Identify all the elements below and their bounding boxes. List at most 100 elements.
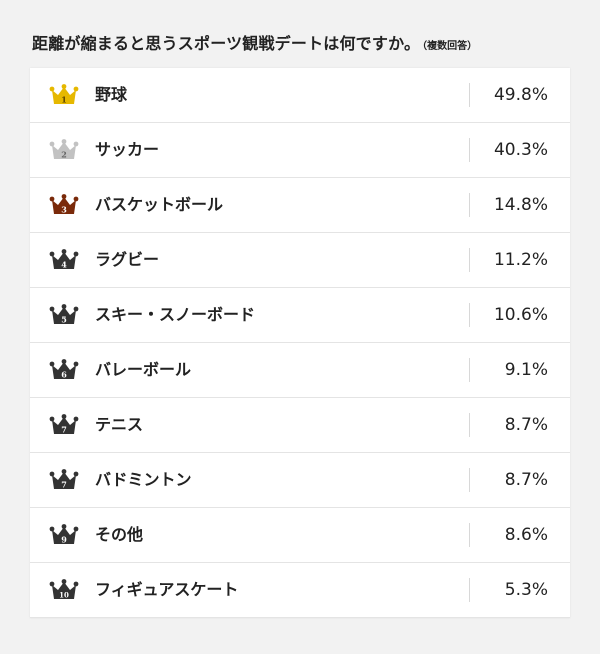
column-divider bbox=[469, 578, 470, 602]
category-label: バドミントン bbox=[95, 470, 192, 489]
column-divider bbox=[469, 358, 470, 382]
percentage-value: 11.2% bbox=[493, 250, 548, 270]
crown-shape bbox=[52, 307, 76, 324]
crown-shape bbox=[52, 417, 76, 434]
percentage-value: 5.3% bbox=[504, 580, 548, 600]
crown-jewel bbox=[61, 139, 67, 144]
crown-icon: 7 bbox=[49, 414, 79, 435]
crown-shape bbox=[52, 472, 76, 489]
crown-jewel bbox=[61, 414, 67, 419]
rank-number: 6 bbox=[61, 370, 67, 380]
percentage-value: 8.7% bbox=[504, 470, 548, 490]
percentage-value: 10.6% bbox=[493, 305, 548, 325]
table-row: 5 スキー・スノーボード 10.6% bbox=[30, 288, 570, 343]
multiple-answer-note: （複数回答） bbox=[422, 41, 478, 52]
column-divider bbox=[469, 468, 470, 492]
crown-shape bbox=[52, 197, 76, 214]
category-label: フィギュアスケート bbox=[95, 580, 239, 599]
table-row: 3 バスケットボール 14.8% bbox=[30, 178, 570, 233]
crown-icon: 6 bbox=[49, 359, 79, 380]
crown-shape bbox=[52, 582, 76, 599]
column-divider bbox=[469, 83, 470, 107]
crown-jewel bbox=[61, 249, 67, 254]
column-divider bbox=[469, 193, 470, 217]
table-row: 6 バレーボール 9.1% bbox=[30, 343, 570, 398]
rank-number: 9 bbox=[61, 535, 67, 545]
crown-jewel bbox=[73, 141, 79, 147]
crown-jewel bbox=[73, 526, 79, 532]
category-label: サッカー bbox=[95, 140, 160, 159]
crown-icon: 2 bbox=[49, 139, 79, 160]
category-label: テニス bbox=[95, 415, 144, 434]
table-row: 10 フィギュアスケート 5.3% bbox=[30, 563, 570, 618]
crown-icon: 5 bbox=[49, 304, 79, 325]
crown-jewel bbox=[49, 251, 55, 257]
crown-jewel bbox=[61, 194, 67, 199]
table-row: 7 テニス 8.7% bbox=[30, 398, 570, 453]
percentage-value: 9.1% bbox=[504, 360, 548, 380]
crown-jewel bbox=[49, 526, 55, 532]
rank-number: 5 bbox=[61, 315, 67, 325]
crown-shape bbox=[52, 142, 76, 159]
crown-jewel bbox=[73, 471, 79, 477]
column-divider bbox=[469, 248, 470, 272]
crown-jewel bbox=[61, 359, 67, 364]
crown-icon: 7 bbox=[49, 469, 79, 490]
crown-jewel bbox=[49, 196, 55, 202]
crown-jewel bbox=[73, 416, 79, 422]
category-label: その他 bbox=[95, 525, 144, 544]
crown-jewel bbox=[49, 416, 55, 422]
rank-number: 10 bbox=[59, 591, 69, 600]
crown-jewel bbox=[61, 469, 67, 474]
rank-number: 7 bbox=[61, 425, 67, 435]
crown-jewel bbox=[49, 141, 55, 147]
rank-number: 4 bbox=[61, 260, 67, 270]
crown-jewel bbox=[61, 304, 67, 309]
crown-jewel bbox=[73, 251, 79, 257]
crown-jewel bbox=[73, 86, 79, 92]
column-divider bbox=[469, 303, 470, 327]
table-row: 9 その他 8.6% bbox=[30, 508, 570, 563]
category-label: バレーボール bbox=[95, 360, 192, 379]
rank-number: 3 bbox=[61, 205, 67, 215]
category-label: スキー・スノーボード bbox=[95, 305, 256, 324]
crown-icon: 4 bbox=[49, 249, 79, 270]
crown-icon: 3 bbox=[49, 194, 79, 215]
table-row: 2 サッカー 40.3% bbox=[30, 123, 570, 178]
ranking-table: 1 野球 49.8% 2 サッカー 40.3% 3 バスケットボール 14.8% 4 ラグビー 11.… bbox=[30, 68, 570, 618]
chart-title: 距離が縮まると思うスポーツ観戦デートは何ですか。 bbox=[32, 34, 421, 53]
column-divider bbox=[469, 138, 470, 162]
crown-shape bbox=[52, 362, 76, 379]
crown-jewel bbox=[49, 581, 55, 587]
crown-icon: 9 bbox=[49, 524, 79, 545]
crown-icon: 10 bbox=[49, 579, 79, 600]
chart-title-row: 距離が縮まると思うスポーツ観戦デートは何ですか。 （複数回答） bbox=[32, 30, 572, 54]
percentage-value: 8.6% bbox=[504, 525, 548, 545]
crown-jewel bbox=[49, 361, 55, 367]
table-row: 7 バドミントン 8.7% bbox=[30, 453, 570, 508]
crown-jewel bbox=[73, 306, 79, 312]
crown-jewel bbox=[73, 196, 79, 202]
column-divider bbox=[469, 413, 470, 437]
rank-number: 2 bbox=[61, 150, 67, 160]
crown-jewel bbox=[49, 306, 55, 312]
crown-jewel bbox=[61, 84, 67, 89]
crown-shape bbox=[52, 527, 76, 544]
table-row: 4 ラグビー 11.2% bbox=[30, 233, 570, 288]
crown-jewel bbox=[61, 524, 67, 529]
percentage-value: 8.7% bbox=[504, 415, 548, 435]
category-label: バスケットボール bbox=[95, 195, 224, 214]
category-label: ラグビー bbox=[95, 250, 160, 269]
crown-jewel bbox=[49, 86, 55, 92]
table-row: 1 野球 49.8% bbox=[30, 68, 570, 123]
rank-number: 1 bbox=[61, 95, 67, 105]
crown-jewel bbox=[73, 581, 79, 587]
crown-icon: 1 bbox=[49, 84, 79, 105]
crown-jewel bbox=[61, 579, 67, 584]
category-label: 野球 bbox=[95, 85, 128, 104]
crown-shape bbox=[52, 252, 76, 269]
percentage-value: 40.3% bbox=[493, 140, 548, 160]
percentage-value: 14.8% bbox=[493, 195, 548, 215]
rank-number: 7 bbox=[61, 480, 67, 490]
percentage-value: 49.8% bbox=[493, 85, 548, 105]
